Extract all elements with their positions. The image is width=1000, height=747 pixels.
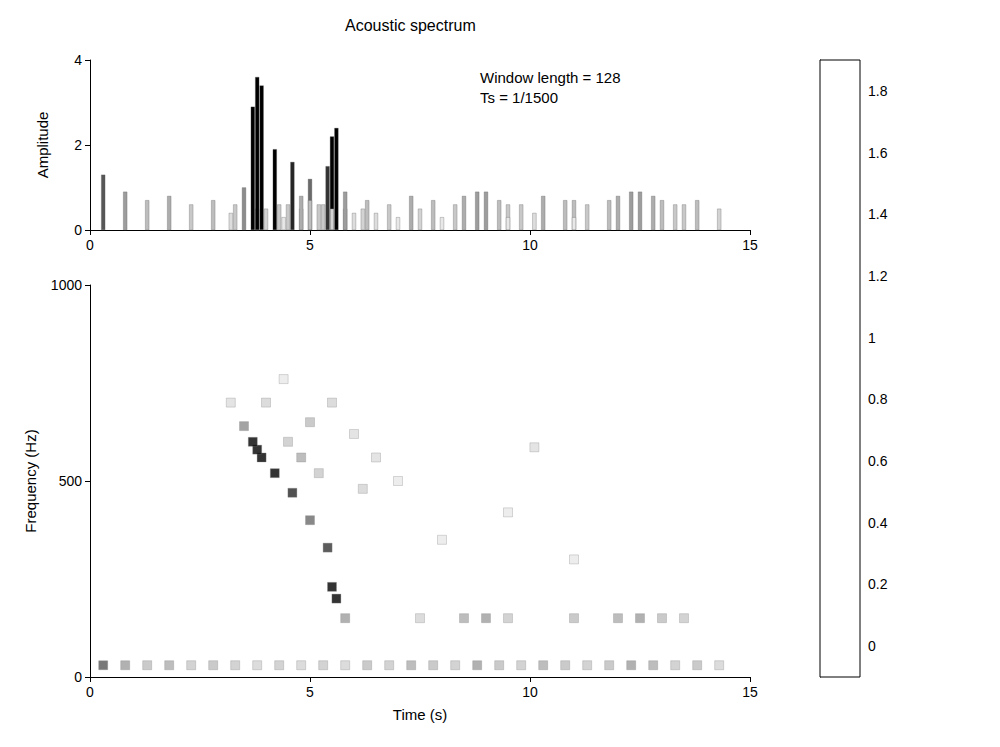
svg-text:0.2: 0.2 (868, 576, 888, 592)
svg-text:Frequency (Hz): Frequency (Hz) (22, 429, 39, 532)
svg-text:10: 10 (522, 237, 538, 253)
svg-text:1000: 1000 (51, 277, 82, 293)
svg-text:15: 15 (742, 684, 758, 700)
svg-text:Window length = 128: Window length = 128 (480, 69, 621, 86)
svg-text:5: 5 (306, 237, 314, 253)
svg-text:0.6: 0.6 (868, 453, 888, 469)
svg-text:0: 0 (74, 669, 82, 685)
svg-text:500: 500 (59, 473, 83, 489)
svg-text:0: 0 (868, 638, 876, 654)
svg-text:1.2: 1.2 (868, 268, 888, 284)
svg-text:Acoustic spectrum: Acoustic spectrum (345, 17, 476, 34)
svg-text:1: 1 (868, 330, 876, 346)
svg-text:5: 5 (306, 684, 314, 700)
svg-text:1.8: 1.8 (868, 83, 888, 99)
svg-text:10: 10 (522, 684, 538, 700)
svg-text:15: 15 (742, 237, 758, 253)
svg-text:1.6: 1.6 (868, 145, 888, 161)
svg-text:Time (s): Time (s) (393, 706, 447, 723)
svg-text:2: 2 (74, 137, 82, 153)
svg-text:0: 0 (86, 684, 94, 700)
svg-text:Ts = 1/1500: Ts = 1/1500 (480, 89, 558, 106)
svg-text:Amplitude: Amplitude (34, 112, 51, 179)
svg-text:4: 4 (74, 52, 82, 68)
svg-text:1.4: 1.4 (868, 206, 888, 222)
svg-text:0: 0 (86, 237, 94, 253)
svg-text:0.8: 0.8 (868, 391, 888, 407)
svg-text:0.4: 0.4 (868, 515, 888, 531)
svg-text:0: 0 (74, 222, 82, 238)
